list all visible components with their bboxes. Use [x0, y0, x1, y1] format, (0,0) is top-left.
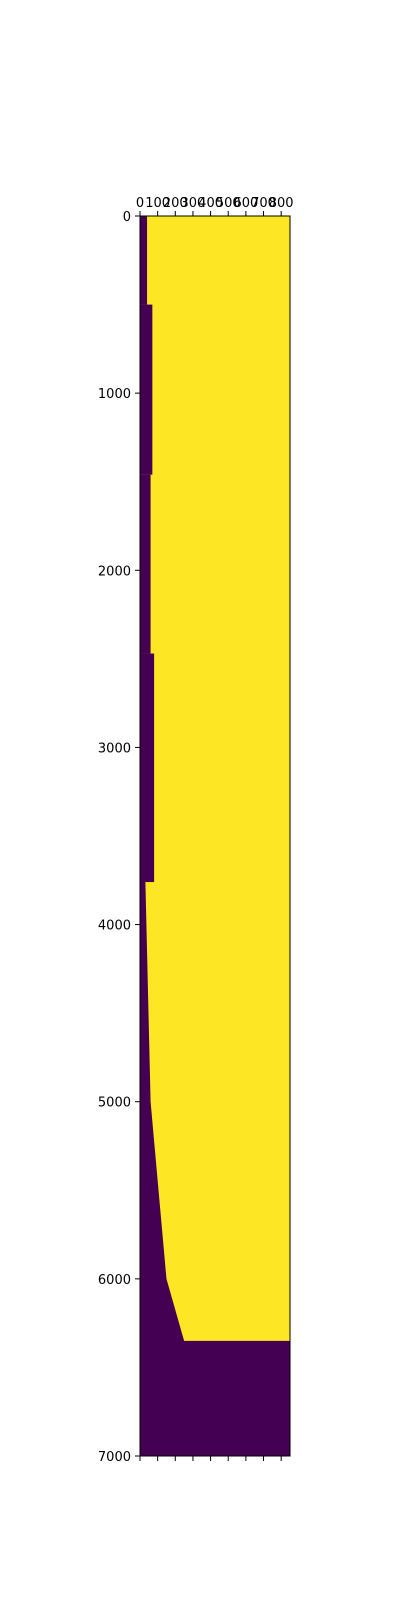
plot-frame: [139, 215, 291, 1457]
x-tick-label: 700: [251, 196, 276, 211]
y-tick-label: 6000: [98, 1273, 131, 1288]
x-tick-label: 800: [269, 196, 294, 211]
x-tick-label: 400: [198, 196, 223, 211]
plot-area: [140, 216, 290, 1456]
left-edge-step-4: [140, 653, 155, 883]
y-tick-label: 1000: [98, 387, 131, 402]
y-tick-label: 4000: [98, 919, 131, 934]
x-axis-bottom: [139, 1456, 282, 1461]
x-tick-label: 100: [145, 196, 170, 211]
left-edge-step-1: [140, 216, 148, 305]
x-tick-label: 0: [136, 196, 144, 211]
y-tick-label: 7000: [98, 1450, 131, 1465]
y-axis-left: 0 1000 2000 3000 4000 5000 6000 7000: [98, 210, 140, 1465]
y-tick-label: 2000: [98, 564, 131, 579]
y-tick-label: 3000: [98, 741, 131, 756]
left-edge-step-2: [140, 304, 153, 475]
y-tick-label: 5000: [98, 1096, 131, 1111]
x-tick-label: 600: [233, 196, 258, 211]
x-tick-label: 300: [181, 196, 206, 211]
y-tick-label: 0: [123, 210, 131, 225]
x-tick-label: 200: [163, 196, 188, 211]
x-tick-label: 500: [216, 196, 241, 211]
left-edge-step-3: [140, 474, 151, 654]
contour-band-14: [140, 216, 290, 1341]
